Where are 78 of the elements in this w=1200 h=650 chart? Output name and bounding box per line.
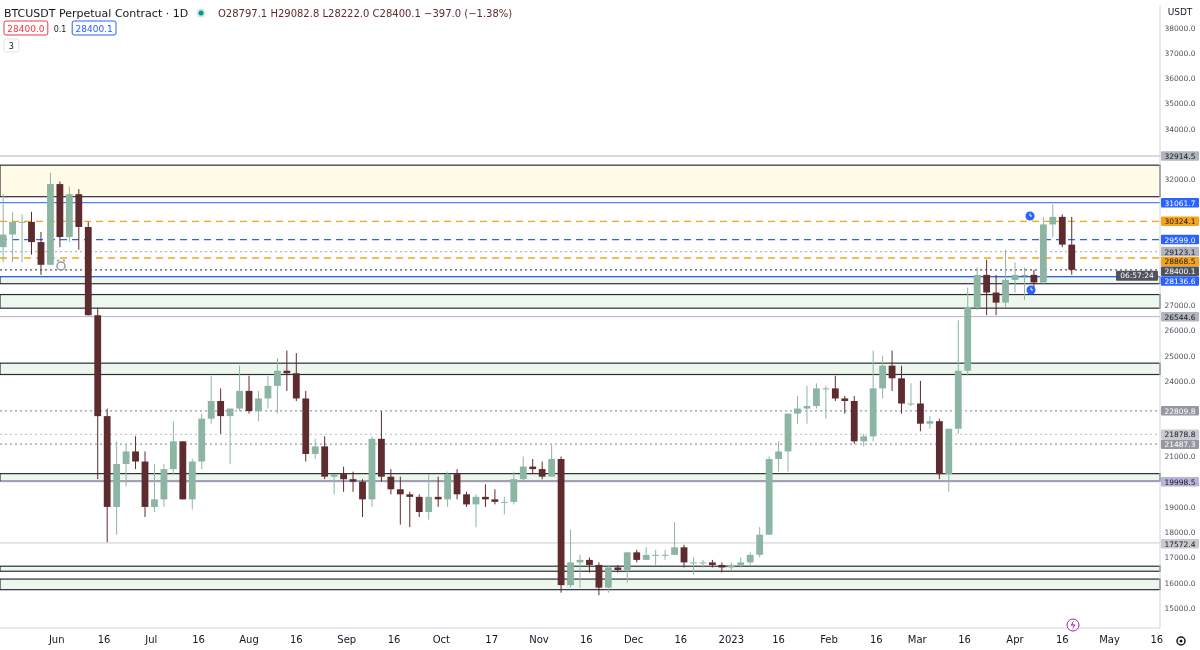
- x-tick-label: Nov: [529, 634, 549, 645]
- candlestick: [406, 491, 414, 528]
- candlestick: [273, 357, 281, 415]
- x-tick-label: 16: [579, 634, 593, 645]
- candlestick: [604, 564, 612, 594]
- chart-subtitle: O28797.1 H29082.8 L28222.0 C28400.1 −397.0 (−1.38%): [218, 8, 513, 19]
- candlestick: [803, 385, 811, 425]
- x-tick-label: Apr: [1006, 634, 1025, 645]
- candlestick: [387, 468, 395, 495]
- candlestick: [425, 473, 433, 521]
- annotation: 28400.0: [7, 23, 45, 34]
- candlestick: [0, 193, 7, 263]
- candlestick: [151, 463, 158, 513]
- candlestick: [9, 211, 17, 263]
- x-tick-label: Oct: [432, 634, 451, 645]
- x-tick-label: 16: [869, 634, 883, 645]
- candlestick: [813, 382, 820, 410]
- candlestick: [28, 211, 35, 256]
- candlestick: [623, 551, 631, 584]
- candlestick: [491, 488, 499, 505]
- y-axis-title: USDT: [1167, 7, 1193, 17]
- candlestick: [775, 440, 782, 473]
- candlestick: [690, 556, 697, 576]
- candlestick: [519, 455, 527, 483]
- x-tick-label: Jul: [144, 634, 158, 645]
- x-tick-label: 16: [1055, 634, 1069, 645]
- x-tick-label: Aug: [239, 634, 259, 645]
- candlestick: [340, 466, 347, 493]
- annotation: 3: [8, 42, 14, 51]
- x-tick-label: 16: [387, 634, 401, 645]
- candlestick: [226, 408, 234, 465]
- candlestick: [831, 375, 839, 402]
- candlestick: [1021, 266, 1028, 301]
- chart-title: BTCUSDT Perpetual Contract · 1D: [4, 7, 189, 20]
- candlestick: [652, 549, 660, 566]
- annotation: 28400.1: [75, 23, 113, 34]
- x-tick-label: Mar: [907, 634, 928, 645]
- x-tick-label: 2023: [718, 634, 745, 645]
- x-tick-label: May: [1099, 634, 1120, 645]
- candlestick: [359, 478, 366, 518]
- candlestick: [1002, 249, 1009, 309]
- x-tick-label: 17: [485, 634, 499, 645]
- candlestick: [879, 355, 887, 399]
- candlestick: [917, 380, 924, 432]
- candlestick: [396, 476, 404, 526]
- candlestick: [207, 375, 215, 425]
- x-tick-label: 16: [1150, 634, 1164, 645]
- x-tick-label: Sep: [337, 634, 357, 645]
- candlestick: [236, 365, 243, 412]
- candlestick: [661, 549, 669, 561]
- candlestick: [567, 529, 574, 589]
- candlestick: [132, 435, 139, 470]
- candlestick: [548, 444, 556, 478]
- x-tick-label: Feb: [820, 634, 838, 645]
- candlestick: [122, 443, 130, 488]
- candlestick: [926, 415, 934, 430]
- candlestick: [1049, 203, 1057, 238]
- x-tick-label: Dec: [623, 634, 644, 645]
- x-tick-label: Jun: [47, 634, 65, 645]
- annotation: 0.1: [53, 24, 67, 34]
- candlestick: [415, 493, 423, 518]
- candlestick: [671, 521, 678, 556]
- x-tick-label: 16: [772, 634, 785, 645]
- x-tick-label: 16: [958, 634, 971, 645]
- candlestick: [349, 471, 357, 493]
- candlestick: [330, 473, 338, 495]
- candlestick: [983, 259, 991, 316]
- x-tick-label: 16: [97, 634, 111, 645]
- candlestick: [510, 471, 518, 505]
- candlestick: [822, 385, 830, 420]
- candlestick: [217, 387, 225, 435]
- x-tick-label: 16: [192, 634, 205, 645]
- candlestick: [311, 438, 319, 460]
- candlestick: [255, 390, 262, 422]
- x-tick-label: 16: [289, 634, 303, 645]
- x-tick-label: 16: [674, 634, 688, 645]
- candlestick: [756, 526, 764, 558]
- candlestick: [794, 395, 801, 425]
